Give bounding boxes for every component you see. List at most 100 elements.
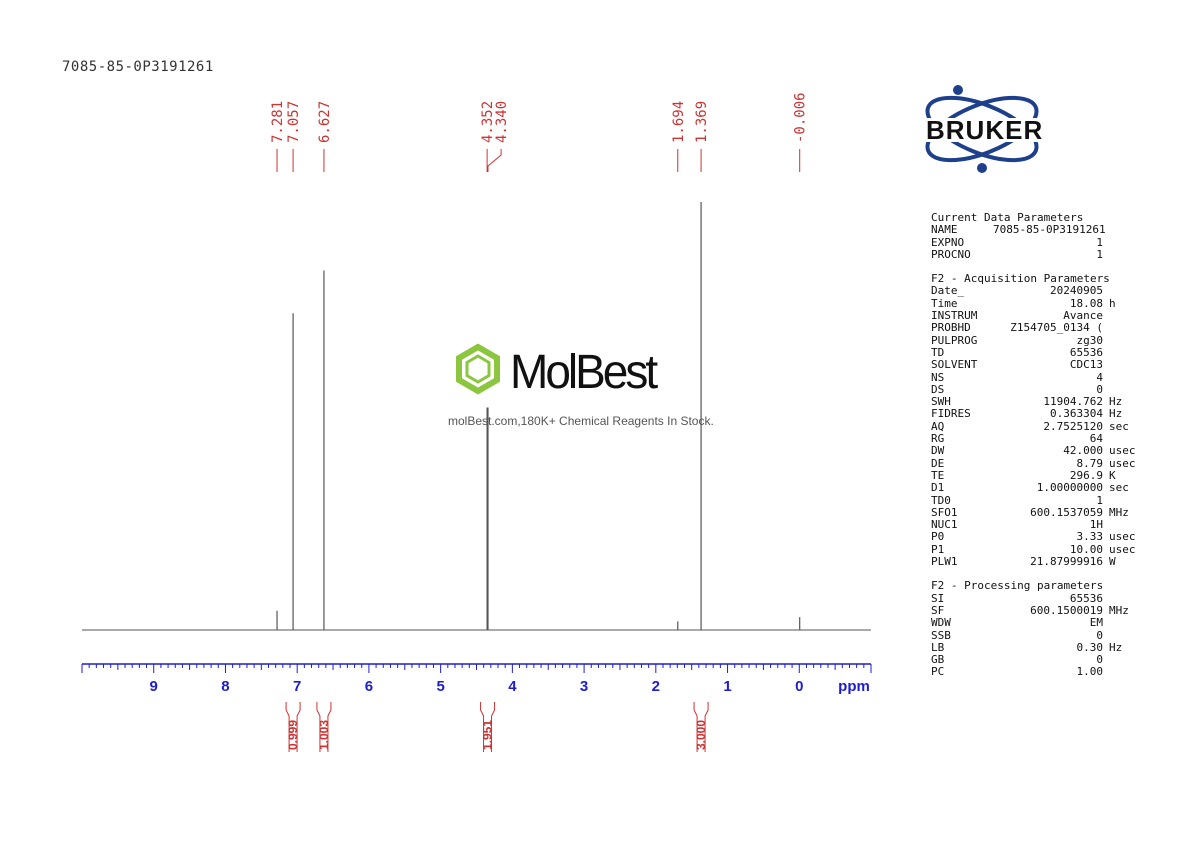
param-row: P1 10.00 usec — [931, 542, 1171, 556]
param-group-2: F2 - Processing parameters SI 65536 SF 600.1… — [931, 580, 1171, 679]
param-value: 0 — [1096, 382, 1103, 396]
param-row: SWH 11904.762 Hz — [931, 395, 1171, 409]
param-value: 65536 — [1069, 591, 1103, 605]
param-row: SFO1 600.1537059 MHz — [931, 505, 1171, 519]
param-row: PROBHD Z154705_0134 ( — [931, 321, 1171, 335]
param-value: Z154705_0134 ( — [1010, 321, 1103, 335]
peak-label-2: 6.627 — [317, 101, 333, 143]
x-tick-label-8: 1 — [723, 678, 731, 695]
integral-bracket-1 — [316, 702, 332, 752]
param-key: P1 — [931, 542, 945, 556]
param-unit: MHz — [1109, 603, 1129, 617]
x-tick-label-0: 9 — [150, 678, 158, 695]
param-key: SFO1 — [931, 505, 958, 519]
param-key: EXPNO — [931, 235, 965, 249]
param-row: PROCNO 1 — [931, 247, 1171, 261]
param-row: LB 0.30 Hz — [931, 640, 1171, 654]
param-key: SF — [931, 603, 945, 617]
param-key: P0 — [931, 530, 945, 544]
param-row: PC 1.00 — [931, 665, 1171, 679]
param-value: EM — [1089, 616, 1103, 630]
param-key: RG — [931, 432, 945, 446]
x-tick-label-3: 6 — [365, 678, 373, 695]
param-key: SI — [931, 591, 945, 605]
param-row: TD 65536 — [931, 346, 1171, 359]
param-unit: sec — [1109, 481, 1129, 495]
integral-bracket-0 — [285, 702, 301, 752]
param-key: PC — [931, 665, 945, 679]
peak-label-7: -0.006 — [793, 92, 809, 143]
param-row: INSTRUM Avance — [931, 309, 1171, 323]
param-value: 64 — [1089, 432, 1103, 446]
param-row: TE 296.9 K — [931, 468, 1171, 482]
param-row: Time 18.08 h — [931, 296, 1171, 310]
param-value: 1H — [1089, 518, 1103, 532]
param-row: SI 65536 — [931, 591, 1171, 605]
param-key: LB — [931, 640, 945, 654]
param-key: TE — [931, 468, 945, 482]
param-row: DS 0 — [931, 382, 1171, 396]
param-value: 7085-85-0P3191261 — [993, 223, 1106, 237]
param-key: INSTRUM — [931, 309, 978, 323]
param-unit: usec — [1109, 444, 1136, 458]
peak-label-6: 1.369 — [694, 101, 710, 143]
peak-label-leader-4 — [487, 149, 502, 172]
param-unit: K — [1109, 468, 1116, 482]
param-row: SSB 0 — [931, 628, 1171, 642]
bruker-wordmark: BRUKER — [926, 115, 1043, 145]
param-value: 600.1500019 — [1030, 603, 1103, 617]
param-row: WDW EM — [931, 616, 1171, 630]
param-key: SWH — [931, 395, 951, 409]
param-unit — [1103, 666, 1109, 678]
param-row: DE 8.79 usec — [931, 456, 1171, 470]
param-value: 11904.762 — [1043, 395, 1103, 409]
param-unit: Hz — [1109, 395, 1123, 409]
param-row: FIDRES 0.363304 Hz — [931, 407, 1171, 421]
param-row: Date_ 20240905 — [931, 284, 1171, 298]
param-unit: h — [1109, 296, 1116, 310]
param-value: 20240905 — [1050, 284, 1103, 298]
param-row: NS 4 — [931, 370, 1171, 384]
param-value: 1.00000000 — [1036, 481, 1103, 495]
param-key: NAME — [931, 223, 958, 237]
param-value: 600.1537059 — [1030, 505, 1103, 519]
param-key: PROBHD — [931, 321, 971, 335]
param-key: TD0 — [931, 493, 951, 507]
param-key: SSB — [931, 628, 951, 642]
param-row: PULPROG zg30 — [931, 334, 1171, 347]
x-tick-label-2: 7 — [293, 678, 301, 695]
integral-value-2: 1.951 — [481, 720, 495, 750]
param-value: 21.87999916 — [1030, 555, 1103, 569]
param-row: TD0 1 — [931, 493, 1171, 507]
param-key: Time — [931, 296, 958, 310]
watermark-brand: MolBest — [510, 343, 658, 399]
param-key: DE — [931, 456, 945, 470]
param-row: D1 1.00000000 sec — [931, 481, 1171, 495]
param-unit: Hz — [1109, 407, 1123, 421]
param-value: 8.79 — [1076, 456, 1104, 470]
param-value: 1 — [1096, 247, 1103, 261]
param-value: 0.30 — [1076, 640, 1104, 654]
param-unit — [1103, 347, 1109, 359]
ppm-axis: 9 8 7 6 5 4 3 2 1 0 ppm — [81, 663, 872, 695]
acquisition-parameters: Current Data Parameters NAME 7085-85-0P319… — [931, 211, 1171, 691]
param-unit — [1103, 285, 1109, 297]
param-key: DW — [931, 444, 945, 458]
param-value: CDC13 — [1069, 358, 1103, 372]
param-value: 1.00 — [1076, 665, 1104, 679]
param-value: 10.00 — [1069, 542, 1103, 556]
param-value: 3.33 — [1076, 530, 1104, 544]
integral-bracket-2 — [480, 702, 496, 752]
param-value: 4 — [1096, 370, 1103, 384]
param-value: 42.000 — [1063, 444, 1103, 458]
bruker-logo: BRUKER — [924, 85, 1092, 173]
x-tick-label-5: 4 — [508, 678, 517, 695]
param-unit: usec — [1109, 456, 1136, 470]
integral-value-3: 3.000 — [694, 720, 708, 750]
param-value: 18.08 — [1069, 296, 1103, 310]
param-value: 2.7525120 — [1043, 419, 1103, 433]
watermark-tagline: molBest.com,180K+ Chemical Reagents In S… — [448, 414, 714, 428]
param-key: D1 — [931, 481, 945, 495]
param-value: 0 — [1096, 628, 1103, 642]
